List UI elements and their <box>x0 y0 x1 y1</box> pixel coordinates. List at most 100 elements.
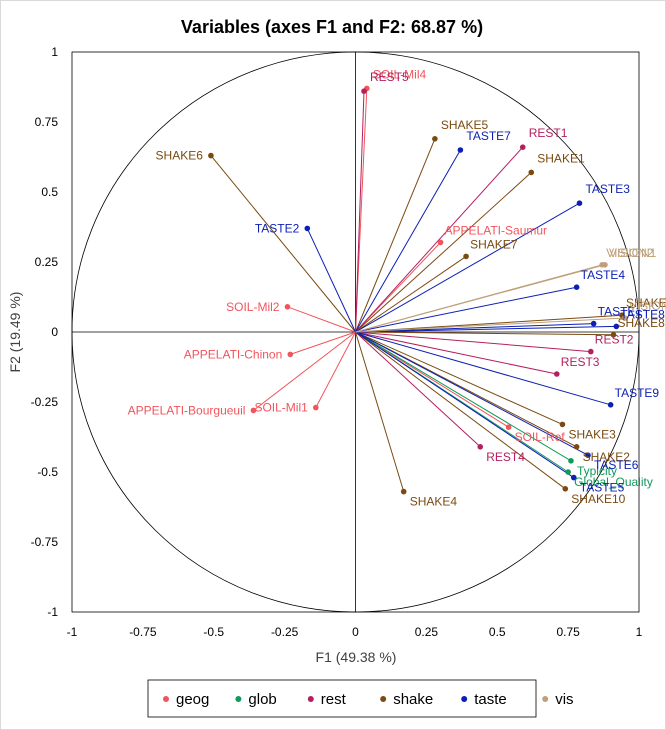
point-taste3 <box>576 200 583 206</box>
label-taste2: TASTE2 <box>255 221 300 235</box>
point-taste7 <box>457 147 464 153</box>
point-shake4 <box>400 488 407 495</box>
y-tick-label: -0.25 <box>31 395 59 409</box>
label-rest5: REST5 <box>370 70 409 84</box>
y-tick-label: 1 <box>51 45 58 59</box>
vector-taste2 <box>306 228 356 333</box>
label-vision3: VISION3 <box>629 299 666 313</box>
y-tick-label: -0.75 <box>31 535 59 549</box>
point-shake7 <box>463 253 469 260</box>
label-rest1: REST1 <box>529 126 568 140</box>
point-appelati-saumur <box>437 239 444 246</box>
label-shake1: SHAKE1 <box>537 151 585 165</box>
label-taste1: TASTE1 <box>598 305 643 319</box>
legend-marker-vis <box>542 696 549 702</box>
point-soil-mil1 <box>313 404 319 411</box>
point-soil-ref <box>505 424 512 431</box>
label-rest4: REST4 <box>486 450 525 464</box>
point-rest4 <box>477 444 484 450</box>
legend-marker-glob <box>235 696 242 702</box>
label-taste6: TASTE6 <box>594 458 639 472</box>
label-shake4: SHAKE4 <box>410 495 458 509</box>
point-shake3 <box>559 421 566 428</box>
point-taste4 <box>573 284 580 291</box>
label-rest3: REST3 <box>561 355 600 369</box>
x-tick-label: -0.25 <box>271 625 299 639</box>
label-soil-ref: SOIL-Ref <box>515 430 566 444</box>
point-vision3 <box>622 315 628 321</box>
vector-shake7 <box>355 255 467 333</box>
vector-soil-mil2 <box>287 306 356 333</box>
label-shake9: SHAKE9 <box>626 296 666 310</box>
point-typicity <box>568 458 574 464</box>
x-tick-label: 1 <box>636 625 643 639</box>
y-tick-label: 0.75 <box>35 115 59 129</box>
label-taste3: TASTE3 <box>585 182 630 196</box>
vector-taste6 <box>355 331 589 456</box>
vector-shake8 <box>355 331 614 336</box>
y-axis-title: F2 (19.49 %) <box>7 292 23 373</box>
label-appelati-bourgueuil: APPELATI-Bourgueuil <box>128 403 246 417</box>
point-rest3 <box>553 371 560 377</box>
legend-label-vis: vis <box>555 691 573 708</box>
x-tick-label: 0.5 <box>489 625 506 639</box>
label-global-quality: Global_Quality <box>574 475 653 489</box>
vector-shake3 <box>355 331 563 425</box>
x-tick-label: -0.5 <box>203 625 224 639</box>
point-appelati-chinon <box>287 351 294 358</box>
x-tick-label: 0.25 <box>415 625 439 639</box>
legend: geog glob rest shake taste vis <box>163 691 574 708</box>
label-shake10: SHAKE10 <box>571 492 625 506</box>
vector-shake1 <box>355 172 532 333</box>
x-tick-label: 0.75 <box>556 625 580 639</box>
point-shake10 <box>562 486 569 492</box>
vector-rest2 <box>355 331 591 353</box>
point-taste8 <box>613 323 620 330</box>
vector-appelati-chinon <box>290 331 356 355</box>
point-appelati-bourgueuil <box>250 407 257 414</box>
vector-taste9 <box>355 331 611 406</box>
x-tick-label: 0 <box>352 625 359 639</box>
label-taste9: TASTE9 <box>615 386 660 400</box>
point-vision2 <box>599 262 605 268</box>
vector-rest4 <box>355 331 481 448</box>
chart-title: Variables (axes F1 and F2: 68.87 %) <box>181 17 483 37</box>
vector-shake5 <box>355 138 436 333</box>
label-taste7: TASTE7 <box>466 129 511 143</box>
vector-taste8 <box>355 325 617 333</box>
label-vision1: VISION1 <box>609 246 657 260</box>
vector-shake4 <box>355 331 405 492</box>
vector-rest5 <box>355 91 365 333</box>
legend-label-rest: rest <box>321 691 347 708</box>
legend-label-glob: glob <box>248 691 276 708</box>
label-shake8: SHAKE8 <box>617 316 665 330</box>
vector-soil-mil1 <box>315 331 356 408</box>
correlation-circle <box>71 51 640 613</box>
axes-layer: -1 -0.75 -0.5 -0.25 0 0.25 0.5 0.75 1 -1 -0.75 -0.5… <box>31 45 643 639</box>
legend-marker-shake <box>380 696 387 702</box>
label-shake2: SHAKE2 <box>583 450 631 464</box>
legend-label-geog: geog <box>176 691 209 708</box>
vector-taste5 <box>355 331 575 479</box>
vector-appelati-bourgueuil <box>253 331 356 411</box>
vector-shake6 <box>210 155 356 333</box>
x-tick-label: -0.75 <box>129 625 157 639</box>
label-shake6: SHAKE6 <box>156 149 204 163</box>
label-appelati-chinon: APPELATI-Chinon <box>184 347 283 361</box>
vector-rest1 <box>355 146 524 333</box>
label-taste5: TASTE5 <box>580 481 625 495</box>
legend-label-taste: taste <box>474 691 507 708</box>
point-shake5 <box>432 136 438 142</box>
y-tick-label: 0 <box>51 325 58 339</box>
label-shake7: SHAKE7 <box>470 237 518 251</box>
legend-marker-rest <box>307 696 314 702</box>
point-rest5 <box>361 88 367 94</box>
label-taste4: TASTE4 <box>581 268 626 282</box>
point-shake8 <box>610 332 617 338</box>
vector-vision3 <box>355 317 625 333</box>
vector-soil-ref <box>355 331 509 428</box>
point-global-quality <box>565 469 571 475</box>
point-taste6 <box>585 452 591 459</box>
point-shake2 <box>573 444 580 450</box>
